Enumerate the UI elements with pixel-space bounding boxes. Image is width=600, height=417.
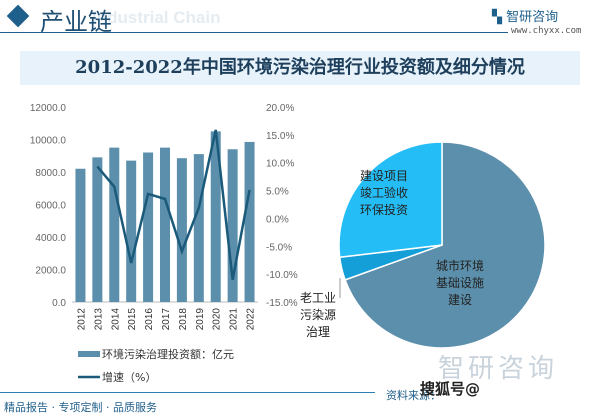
- x-axis-tick: 2020: [212, 308, 223, 331]
- header-subtitle: Industrial Chain: [92, 8, 221, 27]
- left-axis-tick: 10000.0: [30, 136, 67, 147]
- bar: [227, 149, 238, 302]
- left-axis-tick: 12000.0: [30, 103, 67, 114]
- bar: [143, 152, 154, 302]
- brand-logo: ▚ 智研咨询: [492, 10, 559, 25]
- growth-line: [96, 129, 251, 280]
- left-axis-tick: 0.0: [52, 298, 66, 309]
- bar: [126, 160, 137, 302]
- bar: [92, 157, 103, 302]
- left-axis-tick: 6000.0: [35, 201, 66, 212]
- x-axis-tick: 2013: [93, 308, 104, 331]
- x-axis-tick: 2012: [76, 308, 87, 331]
- left-axis-tick: 4000.0: [35, 233, 66, 244]
- header-divider: [0, 32, 508, 33]
- x-axis-tick: 2015: [127, 308, 138, 331]
- pie-label: 竣工验收: [360, 185, 408, 200]
- legend-label-line: 增速（%）: [102, 370, 156, 384]
- right-axis-tick: -10.0%: [266, 270, 298, 281]
- bar: [210, 131, 221, 302]
- bar: [160, 147, 170, 302]
- right-axis-tick: -5.0%: [266, 242, 292, 253]
- left-axis-tick: 2000.0: [35, 266, 66, 277]
- pie-label: 治理: [306, 325, 330, 339]
- pie-label: 污染源: [300, 307, 336, 322]
- brand-url: www.chyxx.com: [511, 26, 582, 36]
- x-axis-tick: 2014: [110, 308, 121, 331]
- x-axis-tick: 2022: [246, 308, 257, 331]
- pie-label: 建设项目: [360, 169, 408, 183]
- watermark-logo: 智研咨询: [438, 354, 559, 384]
- right-axis-tick: 10.0%: [266, 159, 294, 170]
- bar: [75, 168, 86, 302]
- pie-slice: [338, 141, 443, 259]
- bar: [109, 147, 120, 302]
- pie-label: 老工业: [300, 291, 336, 305]
- right-axis-tick: 20.0%: [266, 103, 294, 114]
- x-axis-tick: 2017: [161, 308, 172, 331]
- pie-label: 基础设施: [436, 276, 484, 290]
- chart-title: 2012-2022年中国环境污染治理行业投资额及细分情况: [20, 51, 580, 85]
- left-axis-tick: 8000.0: [35, 168, 66, 179]
- right-axis-tick: -15.0%: [266, 298, 298, 309]
- legend-label-bar: 环境污染治理投资额：亿元: [102, 347, 234, 361]
- x-axis-tick: 2018: [178, 308, 189, 331]
- x-axis-tick: 2021: [229, 308, 240, 331]
- footer-divider: [0, 392, 375, 393]
- bar: [244, 141, 255, 302]
- pie-slice: [344, 141, 546, 349]
- watermark-text: 搜狐号@: [420, 380, 481, 398]
- bar: [193, 154, 204, 302]
- x-axis-tick: 2016: [144, 308, 155, 331]
- header-title: 产业链: [40, 8, 112, 36]
- footer-slogan: 精品报告 · 专项定制 · 品质服务: [4, 401, 157, 414]
- pie-label: 环保投资: [360, 202, 408, 217]
- right-axis-tick: 15.0%: [266, 131, 294, 142]
- bar: [176, 158, 187, 302]
- source-note: 资料来源：: [386, 389, 441, 402]
- right-axis-tick: 0.0%: [266, 214, 289, 225]
- pie-label: 建设: [448, 293, 472, 307]
- pie-label: 城市环境: [436, 258, 484, 273]
- x-axis-tick: 2019: [195, 308, 206, 331]
- legend-swatch-bar: [78, 351, 100, 357]
- right-axis-tick: 5.0%: [266, 187, 289, 198]
